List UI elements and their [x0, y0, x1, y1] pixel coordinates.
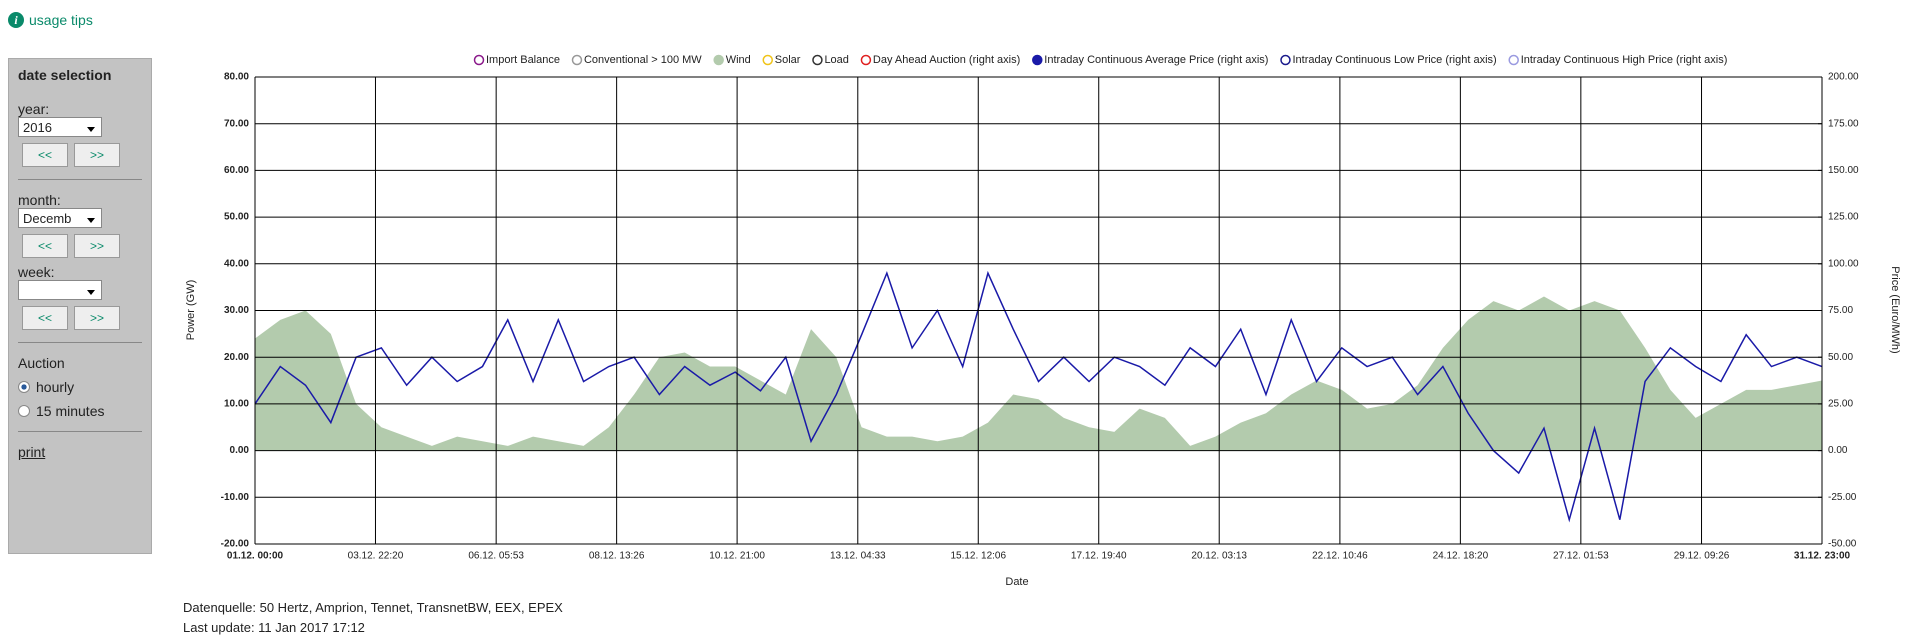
x-tick-label: 17.12. 19:40 — [1071, 551, 1127, 562]
option[interactable]: hourly — [18, 379, 142, 395]
legend-label: Load — [824, 54, 848, 66]
y2-tick-label: 25.00 — [1828, 399, 1853, 410]
grid — [254, 76, 1823, 545]
info-icon: i — [8, 12, 24, 28]
x-tick-label: 20.12. 03:13 — [1191, 551, 1247, 562]
y-tick-label: 20.00 — [224, 352, 249, 363]
option-label: hourly — [36, 379, 75, 395]
last-update: Last update: 11 Jan 2017 17:12 — [183, 620, 365, 635]
x-tick-label: 08.12. 13:26 — [589, 551, 645, 562]
y2-tick-label: 75.00 — [1828, 305, 1853, 316]
y-tick-label: 80.00 — [224, 72, 249, 83]
x-tick-label: 13.12. 04:33 — [830, 551, 886, 562]
legend-label: Conventional > 100 MW — [584, 54, 702, 66]
usage-tips[interactable]: i usage tips — [8, 12, 93, 28]
x-tick-label: 06.12. 05:53 — [468, 551, 524, 562]
y-tick-label: -10.00 — [221, 492, 250, 503]
print-link[interactable]: print — [18, 444, 46, 460]
week-label: week: — [18, 264, 55, 280]
legend-marker — [1508, 54, 1519, 66]
legend-marker — [571, 54, 583, 66]
week-select[interactable] — [18, 280, 102, 300]
legend-marker — [713, 54, 724, 66]
x-axis-label: Date — [1005, 576, 1028, 588]
next-button[interactable]: >> — [74, 143, 120, 167]
legend-marker — [1032, 54, 1043, 66]
y2-tick-label: 100.00 — [1828, 258, 1859, 269]
y-tick-label: 60.00 — [224, 165, 249, 176]
price-line — [254, 270, 1823, 523]
y2-tick-label: 0.00 — [1828, 445, 1848, 456]
legend-label: Intraday Continuous High Price (right ax… — [1521, 54, 1728, 66]
option-label: 15 minutes — [36, 403, 105, 419]
radio[interactable] — [18, 405, 30, 417]
x-tick-label: 31.12. 23:00 — [1794, 551, 1851, 562]
footer: Datenquelle: 50 Hertz, Amprion, Tennet, … — [183, 598, 563, 638]
y2-tick-label: 50.00 — [1828, 352, 1853, 363]
chart: Date Power (GW) Price (Euro/MWh) 80.00 70… — [185, 54, 1901, 588]
y2-tick-label: 150.00 — [1828, 165, 1859, 176]
y2-tick-label: 125.00 — [1828, 212, 1859, 223]
legend-label: Import Balance — [486, 54, 560, 66]
y-tick-label: 30.00 — [224, 305, 249, 316]
legend-marker — [1280, 54, 1291, 66]
year-label: year: — [18, 101, 50, 117]
month-label: month: — [18, 192, 61, 208]
option[interactable]: 15 minutes — [18, 403, 142, 419]
auction-label: Auction — [18, 355, 65, 371]
sidebar-title: date selection — [18, 67, 112, 83]
y2-tick-label: 200.00 — [1828, 72, 1859, 83]
legend-marker — [473, 54, 485, 66]
next-button[interactable]: >> — [74, 306, 120, 330]
y2-tick-label: -50.00 — [1828, 539, 1857, 550]
x-tick-label: 22.12. 10:46 — [1312, 551, 1368, 562]
divider — [18, 431, 142, 432]
y2-axis-label: Price (Euro/MWh) — [1889, 266, 1901, 353]
y-tick-label: 70.00 — [224, 118, 249, 129]
x-tick-label: 10.12. 21:00 — [709, 551, 765, 562]
legend-marker — [860, 54, 872, 66]
year-select[interactable]: 2016 — [18, 117, 102, 137]
radio[interactable] — [18, 381, 30, 393]
legend-marker — [762, 54, 773, 66]
y2-tick-label: 175.00 — [1828, 118, 1859, 129]
y-tick-label: -20.00 — [221, 539, 250, 550]
legend-label: Wind — [726, 54, 751, 66]
sidebar: date selection year: 2016 << >> month: De… — [8, 58, 152, 554]
prev-button[interactable]: << — [22, 234, 68, 258]
usage-tips-link[interactable]: usage tips — [29, 12, 93, 28]
y-tick-label: 10.00 — [224, 399, 249, 410]
x-tick-label: 15.12. 12:06 — [950, 551, 1006, 562]
month-select[interactable]: Decemb — [18, 208, 102, 228]
divider — [18, 342, 142, 343]
next-button[interactable]: >> — [74, 234, 120, 258]
y-tick-label: 0.00 — [230, 445, 250, 456]
wind-area — [255, 296, 1822, 451]
legend-label: Intraday Continuous Low Price (right axi… — [1292, 54, 1496, 66]
prev-button[interactable]: << — [22, 306, 68, 330]
source: Datenquelle: 50 Hertz, Amprion, Tennet, … — [183, 600, 563, 615]
x-tick-label: 29.12. 09:26 — [1674, 551, 1730, 562]
legend-label: Solar — [775, 54, 801, 66]
x-tick-label: 03.12. 22:20 — [348, 551, 404, 562]
legend-label: Day Ahead Auction (right axis) — [873, 54, 1020, 66]
x-tick-label: 24.12. 18:20 — [1433, 551, 1489, 562]
data — [254, 270, 1823, 523]
legend-marker — [812, 54, 823, 66]
y-tick-label: 50.00 — [224, 212, 249, 223]
y-tick-label: 40.00 — [224, 258, 249, 269]
y-axis-label: Power (GW) — [185, 280, 197, 341]
prev-button[interactable]: << — [22, 143, 68, 167]
x-tick-label: 27.12. 01:53 — [1553, 551, 1609, 562]
legend-label: Intraday Continuous Average Price (right… — [1044, 54, 1268, 66]
divider — [18, 179, 142, 180]
x-tick-label: 01.12. 00:00 — [227, 551, 284, 562]
y2-tick-label: -25.00 — [1828, 492, 1857, 503]
